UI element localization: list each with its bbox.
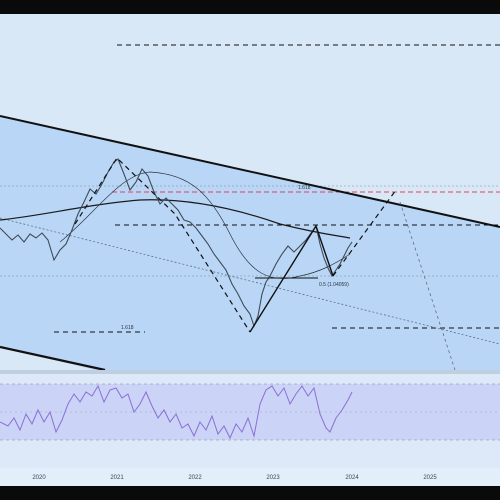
channel-fill — [0, 116, 500, 370]
rsi-line — [0, 384, 353, 440]
time-tick-2020: 2020 — [32, 475, 46, 481]
time-axis-svg: 2020 2021 2022 2023 2024 2025 — [32, 475, 437, 481]
price-series-line — [0, 158, 353, 328]
fib-half-label: 0.5 (1.04059) — [319, 282, 349, 288]
fib-1618-lower-label: 1.618 — [121, 325, 134, 331]
rsi-chart-svg — [0, 383, 500, 441]
moving-average-short — [59, 171, 351, 279]
time-tick-2022: 2022 — [188, 475, 202, 481]
pane-divider[interactable] — [0, 370, 500, 374]
wave-dashed-path — [74, 157, 251, 333]
price-chart-svg: 1.618 1.618 0.5 (1.04059) — [0, 44, 500, 370]
upper-trendline[interactable] — [0, 115, 500, 228]
time-axis[interactable]: 2020 2021 2022 2023 2024 2025 — [0, 468, 500, 486]
dotted-trendline — [0, 217, 500, 345]
fib-1618-upper-label: 1.618 — [298, 185, 311, 191]
time-tick-2024: 2024 — [345, 475, 359, 481]
wave-solid-path[interactable] — [249, 224, 334, 333]
time-tick-2021: 2021 — [110, 475, 124, 481]
bottom-bar — [0, 486, 500, 500]
price-chart-pane[interactable]: 1.618 1.618 0.5 (1.04059) ⚡ — [0, 14, 500, 370]
time-tick-2023: 2023 — [266, 475, 280, 481]
time-tick-2025: 2025 — [423, 475, 437, 481]
rsi-indicator-pane[interactable] — [0, 374, 500, 470]
lower-trendline[interactable] — [0, 345, 106, 370]
